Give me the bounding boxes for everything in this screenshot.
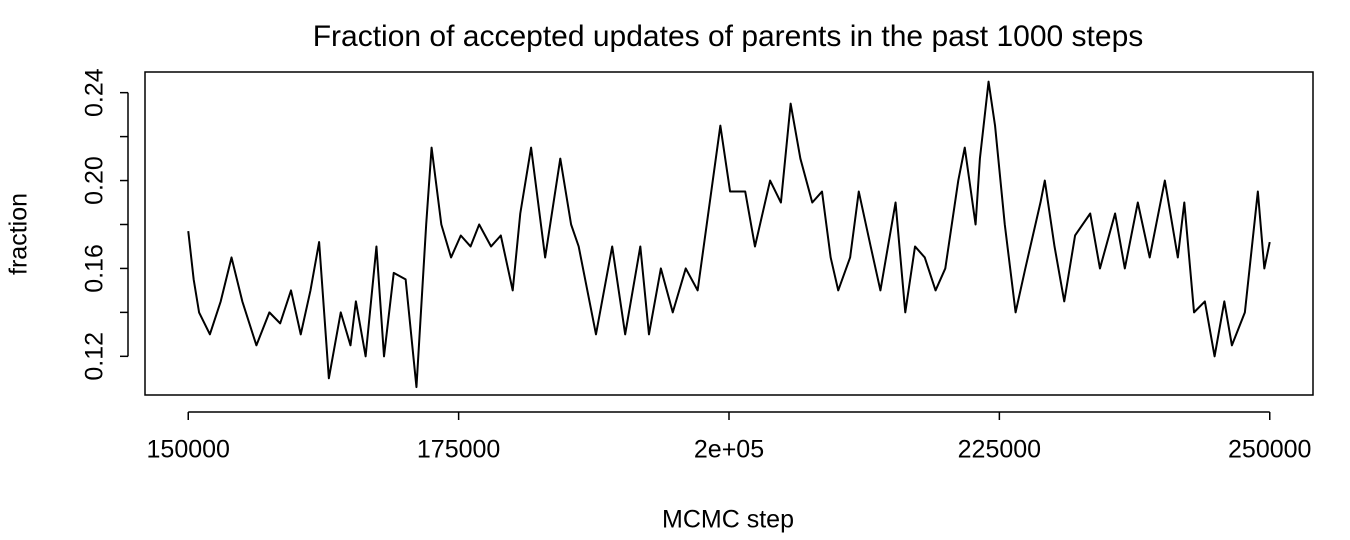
data-line [187,80,1271,389]
y-axis-label: fraction [5,193,33,275]
y-tick-label: 0.24 [81,68,109,117]
x-tick-label: 175000 [417,436,500,464]
y-tick-label: 0.12 [81,332,109,381]
plot-box [144,71,1314,396]
y-tick-label: 0.16 [81,244,109,293]
x-tick-label: 250000 [1228,436,1311,464]
x-axis-label: MCMC step [662,506,794,534]
x-tick-label: 225000 [958,436,1041,464]
y-tick-label: 0.20 [81,156,109,205]
x-tick-label: 2e+05 [694,436,764,464]
x-tick-label: 150000 [147,436,230,464]
chart-title: Fraction of accepted updates of parents … [313,20,1144,53]
